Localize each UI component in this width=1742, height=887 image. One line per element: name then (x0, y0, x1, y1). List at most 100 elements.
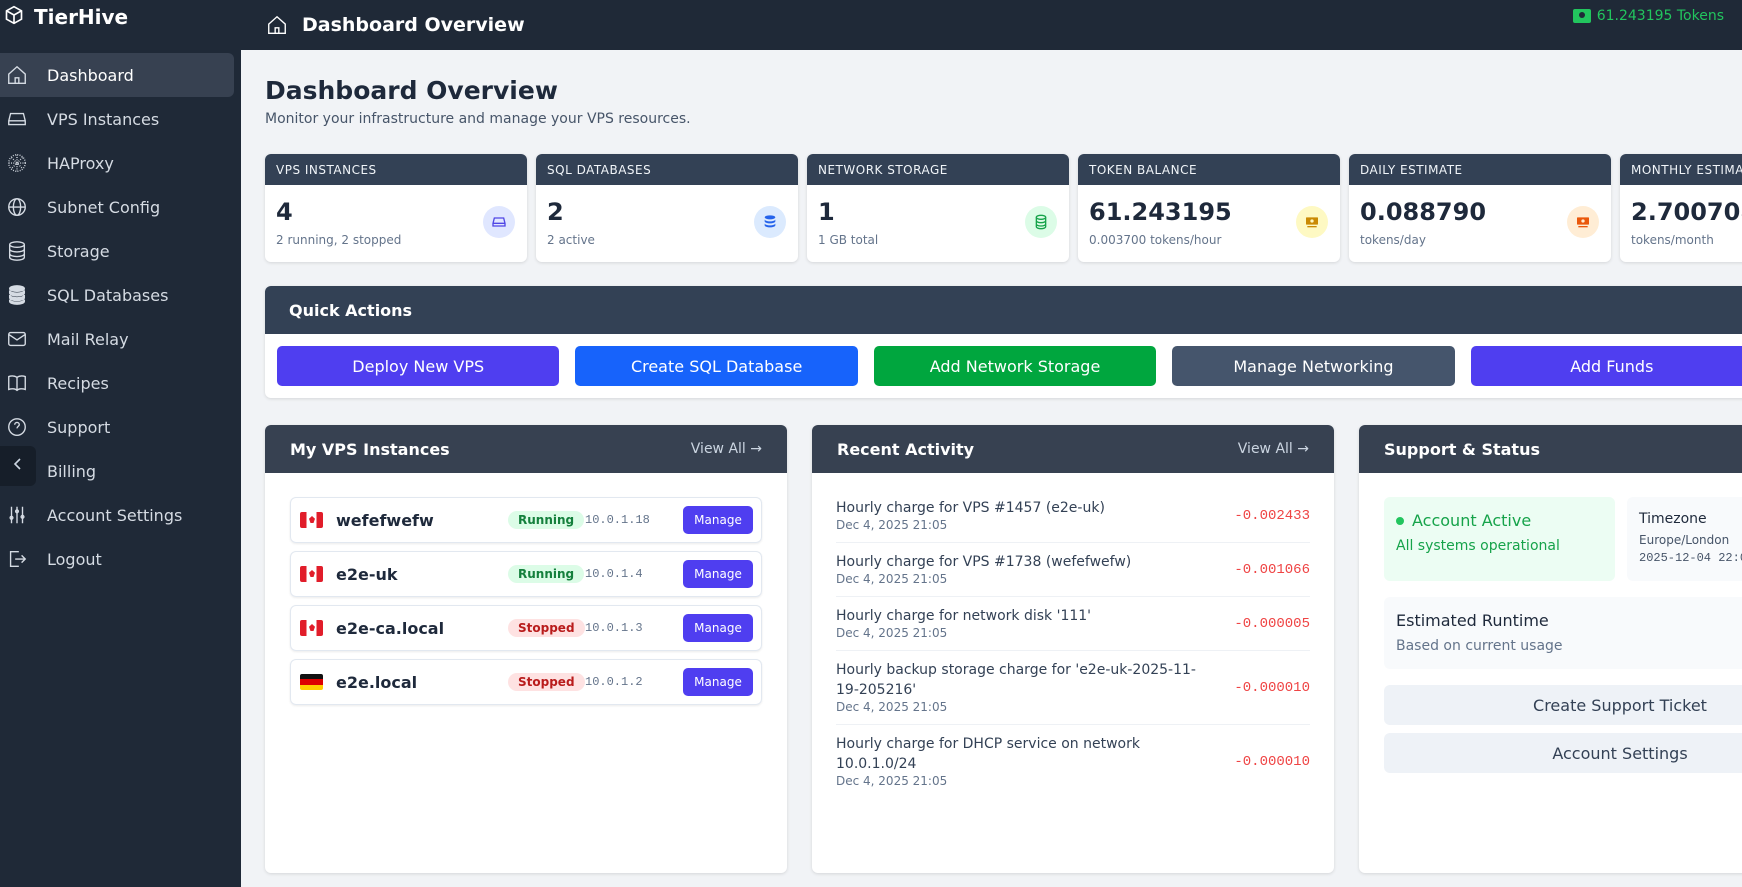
brand-name: TierHive (34, 5, 129, 29)
sidebar-item-support[interactable]: Support (0, 405, 234, 449)
runtime-sub: Based on current usage (1396, 638, 1563, 654)
activity-time: Dec 4, 2025 21:05 (836, 572, 948, 586)
sidebar-item-label: Mail Relay (47, 329, 129, 349)
sidebar-item-subnet-config[interactable]: Subnet Config (0, 185, 234, 229)
vps-name: e2e-uk (336, 564, 398, 584)
sidebar-item-label: Billing (47, 461, 97, 481)
page-subtitle: Monitor your infrastructure and manage y… (265, 111, 691, 127)
logout-icon (6, 548, 28, 570)
account-status-sub: All systems operational (1396, 538, 1560, 554)
stat-card-daily-estimate: DAILY ESTIMATE 0.088790 tokens/day (1349, 154, 1611, 262)
sidebar-item-label: Account Settings (47, 505, 183, 525)
stat-value: 2.700708 (1631, 198, 1742, 226)
stat-value: 4 (276, 198, 293, 226)
account-status: Account Active (1412, 511, 1532, 530)
vps-row[interactable]: e2e-ca.local Stopped 10.0.1.3 Manage (290, 605, 762, 651)
sidebar-item-recipes[interactable]: Recipes (0, 361, 234, 405)
add-network-storage-button[interactable]: Add Network Storage (873, 346, 1157, 386)
help-icon (6, 416, 28, 438)
database-filled-icon (6, 284, 28, 306)
cube-logo-icon (4, 5, 24, 30)
create-support-ticket-button[interactable]: Create Support Ticket (1384, 685, 1742, 725)
vps-row[interactable]: wefefwefw Running 10.0.1.18 Manage (290, 497, 762, 543)
sliders-icon (6, 504, 28, 526)
sidebar-item-mail-relay[interactable]: Mail Relay (0, 317, 234, 361)
sidebar-item-label: Support (47, 417, 111, 437)
manage-button[interactable]: Manage (683, 506, 753, 534)
manage-button[interactable]: Manage (683, 560, 753, 588)
sidebar: TierHive Dashboard VPS Instances HAProxy… (0, 0, 241, 887)
database-icon (6, 240, 28, 262)
activity-amount: -0.001066 (1234, 561, 1310, 578)
timezone-name: Europe/London (1639, 533, 1730, 547)
vps-row[interactable]: e2e.local Stopped 10.0.1.2 Manage (290, 659, 762, 705)
deploy-new-vps-button[interactable]: Deploy New VPS (277, 346, 560, 386)
sidebar-item-account-settings[interactable]: Account Settings (0, 493, 234, 537)
storage-icon (1025, 206, 1057, 238)
stat-card-monthly-estimate: MONTHLY ESTIMATE 2.700708 tokens/month (1620, 154, 1742, 262)
sidebar-item-sql-databases[interactable]: SQL Databases (0, 273, 234, 317)
panel-title: My VPS Instances (290, 439, 450, 459)
server-icon (6, 108, 28, 130)
stat-card-token-balance: TOKEN BALANCE 61.243195 0.003700 tokens/… (1078, 154, 1340, 262)
activity-item: Hourly charge for network disk '111' Dec … (836, 597, 1310, 651)
stat-subtext: 2 active (547, 233, 595, 247)
stat-label: MONTHLY ESTIMATE (1620, 154, 1742, 185)
activity-description: Hourly backup storage charge for 'e2e-uk… (836, 662, 1196, 698)
activity-time: Dec 4, 2025 21:05 (836, 700, 948, 714)
sidebar-nav: Dashboard VPS Instances HAProxy Subnet C… (0, 53, 234, 581)
vps-view-all-link[interactable]: View All → (690, 441, 762, 457)
sidebar-item-dashboard[interactable]: Dashboard (0, 53, 234, 97)
token-balance-text: 61.243195 Tokens (1596, 8, 1724, 24)
activity-amount: -0.000005 (1234, 615, 1310, 632)
manage-networking-button[interactable]: Manage Networking (1172, 346, 1455, 386)
status-badge: Stopped (508, 673, 585, 691)
home-icon (266, 14, 288, 36)
stat-subtext: 0.003700 tokens/hour (1089, 233, 1222, 247)
vps-row[interactable]: e2e-uk Running 10.0.1.4 Manage (290, 551, 762, 597)
vps-ip: 10.0.1.2 (585, 675, 643, 689)
stat-value: 1 (818, 198, 835, 226)
stats-row: VPS INSTANCES 4 2 running, 2 stopped SQL… (265, 154, 1742, 262)
activity-time: Dec 4, 2025 21:05 (836, 518, 948, 532)
sidebar-item-storage[interactable]: Storage (0, 229, 234, 273)
stat-label: TOKEN BALANCE (1078, 154, 1340, 185)
status-badge: Running (508, 565, 585, 583)
activity-description: Hourly charge for DHCP service on networ… (836, 736, 1140, 772)
vps-ip: 10.0.1.18 (585, 513, 650, 527)
vps-instances-panel: My VPS Instances View All → wefefwefw Ru… (265, 425, 787, 873)
main-content: Dashboard Overview Monitor your infrastr… (241, 50, 1742, 887)
token-balance-indicator[interactable]: 61.243195 Tokens (1572, 8, 1724, 24)
estimated-runtime-card: Estimated Runtime Based on current usage… (1384, 597, 1742, 669)
sidebar-item-vps-instances[interactable]: VPS Instances (0, 97, 234, 141)
account-settings-button[interactable]: Account Settings (1384, 733, 1742, 773)
stat-card-network-storage: NETWORK STORAGE 1 1 GB total (807, 154, 1069, 262)
panel-title: Recent Activity (837, 439, 975, 459)
manage-button[interactable]: Manage (683, 668, 753, 696)
activity-amount: -0.000010 (1234, 679, 1310, 696)
mail-icon (6, 328, 28, 350)
add-funds-button[interactable]: Add Funds (1470, 346, 1742, 386)
stat-value: 0.088790 (1360, 198, 1487, 226)
stat-value: 2 (547, 198, 564, 226)
sidebar-item-logout[interactable]: Logout (0, 537, 234, 581)
sidebar-collapse-button[interactable] (0, 446, 36, 486)
panel-title: Support & Status (1384, 439, 1540, 459)
vps-ip: 10.0.1.4 (585, 567, 643, 581)
stat-label: VPS INSTANCES (265, 154, 527, 185)
runtime-label: Estimated Runtime (1396, 611, 1549, 630)
stat-value: 61.243195 (1089, 198, 1232, 226)
home-icon (6, 64, 28, 86)
sidebar-item-label: Subnet Config (47, 197, 161, 217)
create-sql-database-button[interactable]: Create SQL Database (575, 346, 858, 386)
timezone-label: Timezone (1639, 511, 1707, 527)
activity-view-all-link[interactable]: View All → (1237, 441, 1309, 457)
brand[interactable]: TierHive (4, 2, 128, 32)
topbar-title: Dashboard Overview (302, 14, 525, 36)
status-badge: Running (508, 511, 585, 529)
book-icon (6, 372, 28, 394)
canada-flag-icon (300, 512, 323, 528)
sidebar-item-haproxy[interactable]: HAProxy (0, 141, 234, 185)
manage-button[interactable]: Manage (683, 614, 753, 642)
stat-card-vps-instances: VPS INSTANCES 4 2 running, 2 stopped (265, 154, 527, 262)
